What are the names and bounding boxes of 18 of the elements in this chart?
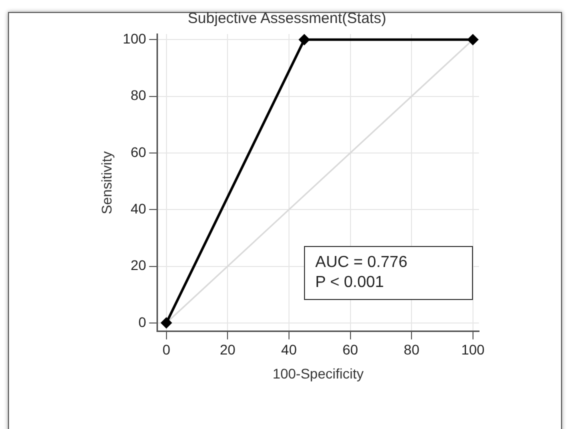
chart-title: Subjective Assessment(Stats) bbox=[188, 10, 386, 28]
y-tick-label: 80 bbox=[130, 87, 146, 104]
x-tick-label: 80 bbox=[404, 342, 420, 358]
x-tick-label: 100 bbox=[461, 342, 485, 358]
y-axis-title: Sensitivity bbox=[98, 151, 114, 214]
y-tick-label: 20 bbox=[130, 257, 146, 274]
x-axis-title: 100-Specificity bbox=[272, 365, 364, 382]
annotation: P < 0.001 bbox=[315, 273, 385, 294]
x-tick-label: 60 bbox=[342, 342, 358, 358]
x-tick-label: 20 bbox=[220, 342, 236, 358]
y-tick-label: 0 bbox=[138, 314, 146, 330]
y-tick-label: 100 bbox=[122, 30, 146, 47]
y-tick-label: 40 bbox=[130, 200, 146, 216]
y-tick-label: 60 bbox=[130, 144, 146, 160]
note-box: AUC = 0.776 P < 0.001 bbox=[304, 246, 473, 300]
x-tick-label: 0 bbox=[162, 342, 170, 358]
annotation: AUC = 0.776 bbox=[315, 253, 408, 274]
x-tick-label: 40 bbox=[281, 342, 297, 358]
